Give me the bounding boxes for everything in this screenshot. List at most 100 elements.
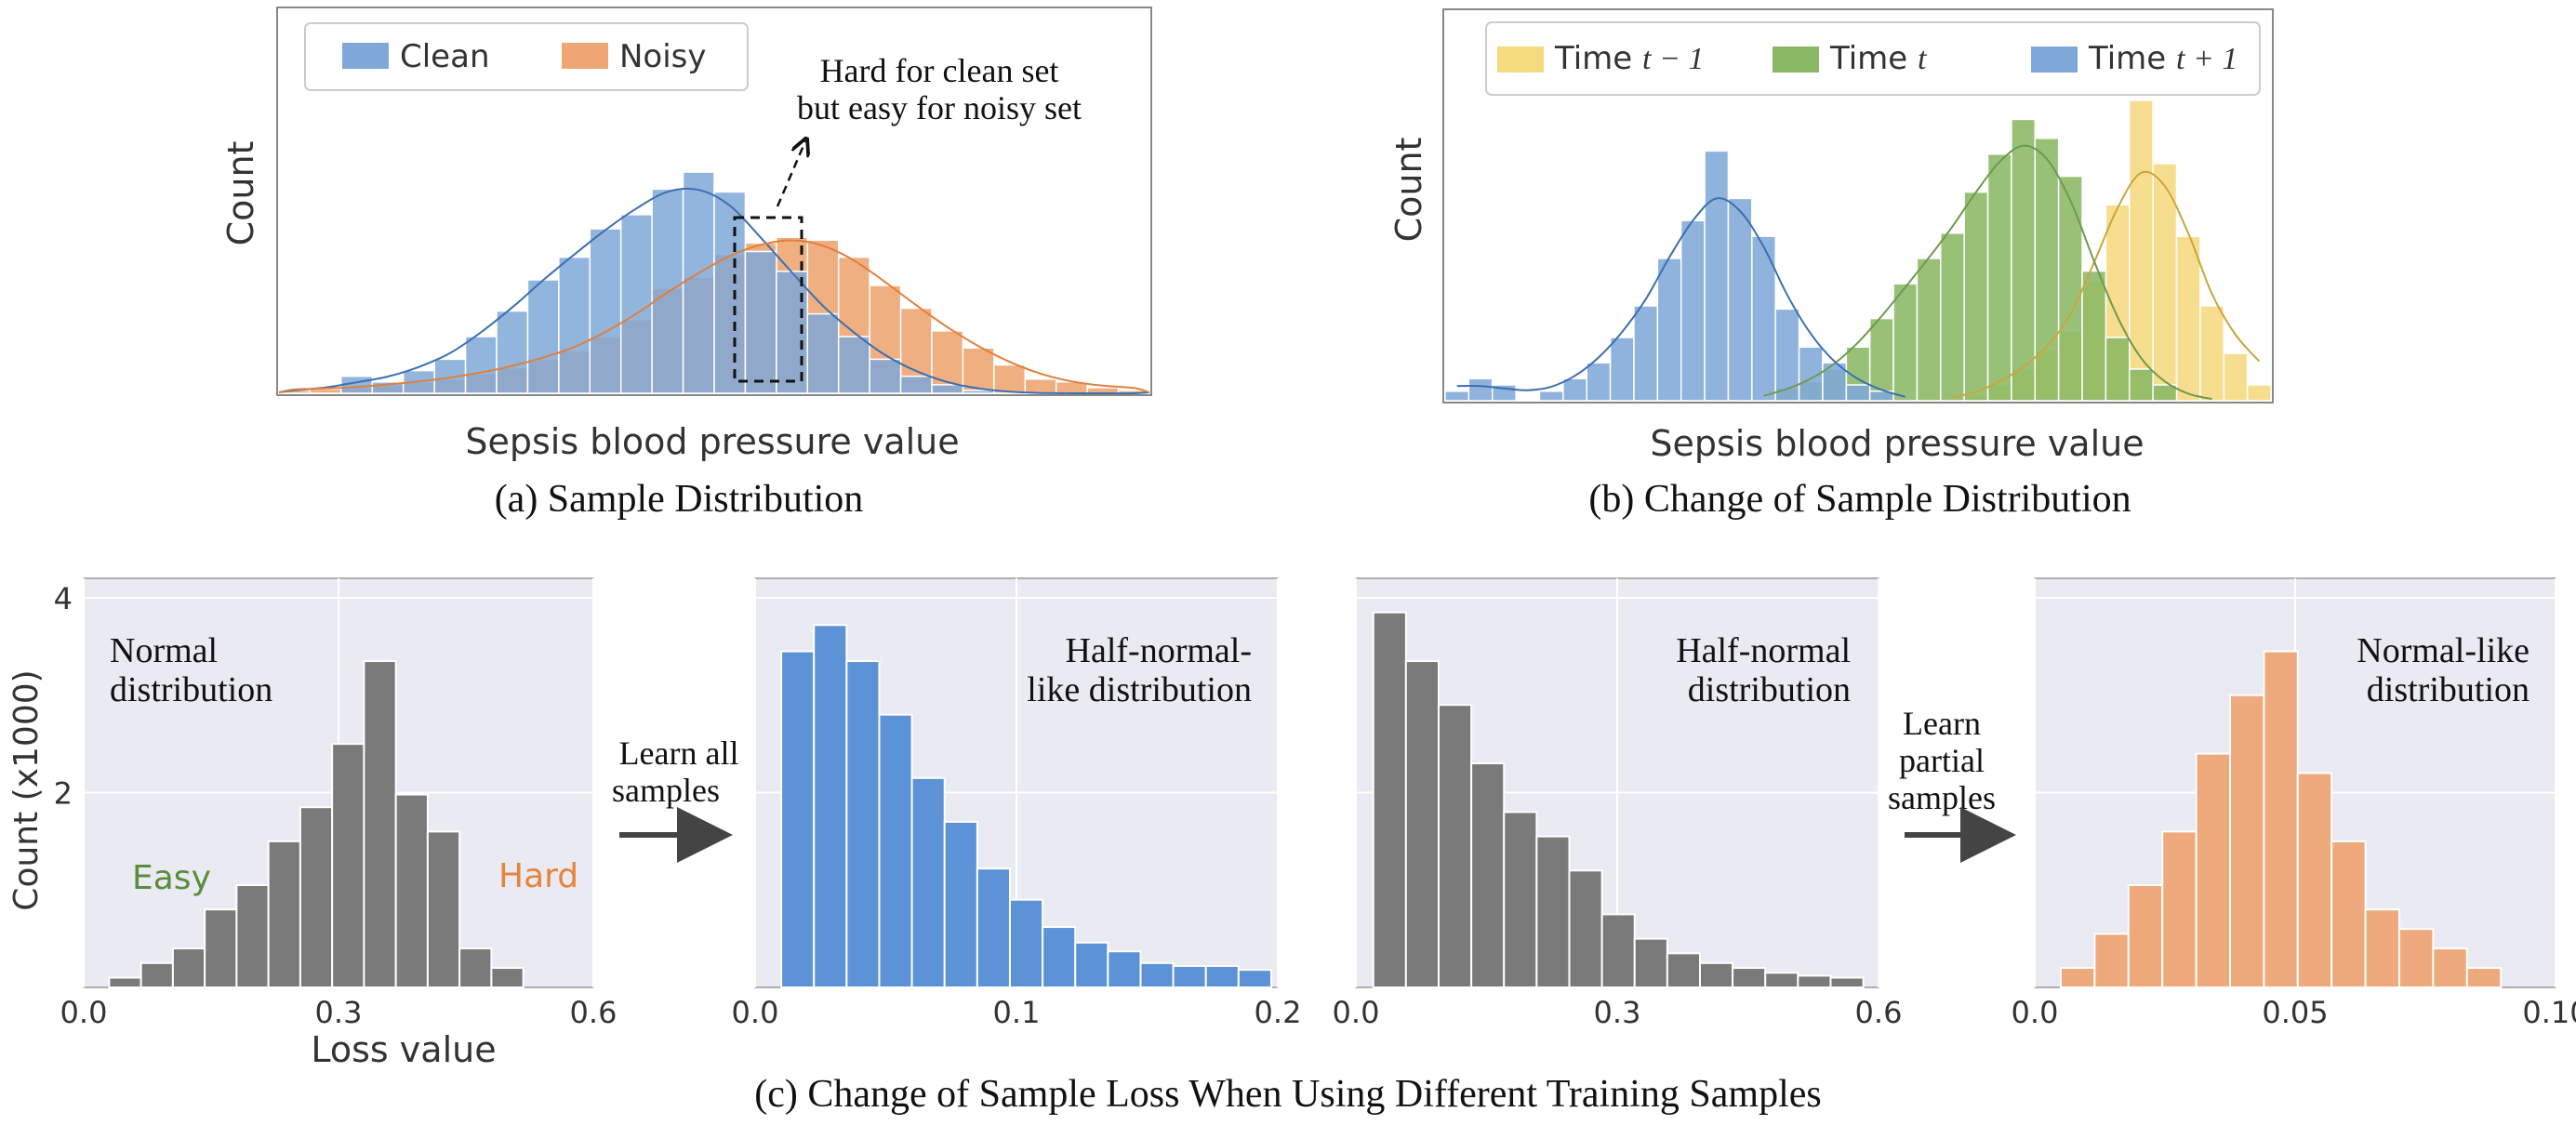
bar-b-series1-23	[1986, 153, 2012, 402]
subplot-c1-xtick-1: 0.3	[315, 995, 363, 1030]
bar-b-series1-26	[2057, 175, 2083, 402]
bar-c2-2	[845, 660, 881, 988]
bar-c1-4	[235, 884, 270, 988]
legend-b: Time t − 1 Time t Time t + 1	[1485, 21, 2261, 96]
bar-b-series2-9	[1656, 258, 1682, 402]
bar-b-series2-10	[1680, 219, 1706, 402]
caption-b: (b) Change of Sample Distribution	[1588, 478, 2131, 521]
kde-line-a-clean	[278, 187, 1150, 395]
learn-all-text-line1: Learn all	[619, 735, 739, 772]
legend-label-noisy: Noisy	[619, 38, 707, 75]
bar-b-series2-5	[1562, 377, 1587, 402]
easy-label: Easy	[132, 859, 211, 897]
kde-line-b-series0	[1952, 170, 2261, 399]
learn-partial-text-line2: partial	[1899, 742, 1985, 779]
bar-c2-8	[1042, 926, 1077, 988]
bar-c2-5	[943, 820, 978, 989]
bar-b-series2-6	[1586, 362, 1612, 402]
bar-b-series1-24	[2011, 118, 2037, 402]
bar-c2-12	[1172, 964, 1207, 989]
bar-a-noisy-1	[309, 388, 342, 394]
bar-b-series1-20	[1916, 258, 1942, 402]
bar-c2-7	[1008, 898, 1044, 989]
subplot-c4-label-line2: distribution	[2367, 670, 2530, 709]
bar-a-clean-15	[744, 250, 777, 394]
bar-c4-3	[2161, 830, 2198, 989]
legend-a-box	[304, 22, 749, 91]
bar-c1-10	[426, 830, 461, 989]
bar-c3-1	[1404, 660, 1440, 988]
bar-a-noisy-23	[993, 364, 1027, 394]
bar-c4-12	[2465, 967, 2503, 988]
bar-c2-14	[1237, 969, 1272, 988]
bar-c4-6	[2263, 650, 2299, 988]
bar-c2-9	[1074, 941, 1109, 988]
bar-c1-7	[331, 743, 365, 988]
subplot-c1-ytick-1: 2	[54, 775, 73, 811]
legend-swatch-t	[1773, 46, 1819, 73]
learn-all-text-line2: samples	[612, 772, 720, 809]
bar-c4-4	[2195, 752, 2232, 988]
annotation-arrow	[776, 141, 805, 207]
bar-c2-4	[910, 776, 946, 988]
legend-label-t-plus-1: Time t + 1	[2088, 40, 2237, 77]
legend-label-t: Time t	[1829, 40, 1928, 77]
legend-label-clean: Clean	[400, 38, 490, 75]
subplot-c2-xtick-0: 0.0	[732, 995, 779, 1030]
bar-b-series2-11	[1704, 150, 1730, 402]
bar-b-series2-0	[1444, 390, 1470, 402]
bar-c4-1	[2093, 933, 2130, 989]
legend-swatch-t-minus-1	[1497, 46, 1544, 73]
bar-c1-11	[458, 947, 493, 988]
subplot-c1-ytick-0: 4	[54, 581, 73, 616]
bar-a-clean-12	[651, 188, 684, 394]
legend-label-t-minus-1: Time t − 1	[1554, 40, 1704, 77]
subplot-c3-label-line1: Half-normal	[1676, 631, 1851, 670]
bar-c3-11	[1732, 967, 1767, 988]
legend-swatch-noisy	[562, 43, 608, 69]
bar-c3-7	[1600, 913, 1636, 989]
bar-b-series1-19	[1892, 283, 1919, 402]
subplot-c2: 0.0 0.1 0.2 Half-normal-like distribution	[732, 577, 1301, 1030]
bar-b-series0-31	[2175, 235, 2201, 402]
caption-a: (a) Sample Distribution	[495, 478, 864, 521]
subplot-c1-xtick-2: 0.6	[570, 995, 617, 1030]
bar-b-series2-14	[1774, 308, 1800, 402]
bar-a-clean-14	[713, 191, 747, 394]
bar-a-clean-9	[558, 256, 591, 394]
bar-c4-0	[2060, 967, 2096, 988]
bar-b-series1-21	[1940, 232, 1965, 402]
bar-a-clean-21	[931, 384, 964, 394]
bar-c1-0	[108, 976, 142, 988]
y-axis-label-b: Count	[1388, 138, 1429, 243]
bar-b-series1-22	[1963, 191, 1989, 402]
bar-c1-2	[171, 947, 206, 988]
caption-c: (c) Change of Sample Loss When Using Dif…	[754, 1073, 1821, 1116]
bar-c3-8	[1633, 937, 1668, 988]
annotation-text-line2: but easy for noisy set	[797, 89, 1082, 126]
legend-swatch-clean	[342, 43, 389, 69]
bar-b-series1-28	[2105, 337, 2131, 402]
subplot-c2-label-line2: like distribution	[1027, 670, 1252, 709]
subplot-c1-label-line2: distribution	[110, 670, 272, 709]
bar-c2-1	[813, 624, 848, 988]
bar-b-series1-18	[1868, 317, 1894, 402]
bar-c3-6	[1568, 869, 1603, 988]
hard-label: Hard	[498, 857, 578, 895]
bar-b-series2-13	[1751, 235, 1776, 402]
bar-c4-10	[2398, 928, 2435, 989]
y-axis-label-a: Count	[220, 141, 261, 246]
bar-c3-0	[1372, 611, 1407, 989]
bar-a-clean-10	[589, 228, 622, 394]
learn-partial-text-line1: Learn	[1903, 705, 1981, 742]
annotation-text-line1: Hard for clean set	[820, 52, 1059, 89]
bar-a-clean-7	[496, 310, 529, 394]
bar-c3-12	[1764, 972, 1799, 989]
bar-c2-0	[780, 650, 816, 988]
bar-b-series0-33	[2223, 352, 2249, 402]
subplot-c4-label-line1: Normal-like	[2357, 631, 2530, 670]
bar-b-series2-18	[1868, 390, 1894, 402]
